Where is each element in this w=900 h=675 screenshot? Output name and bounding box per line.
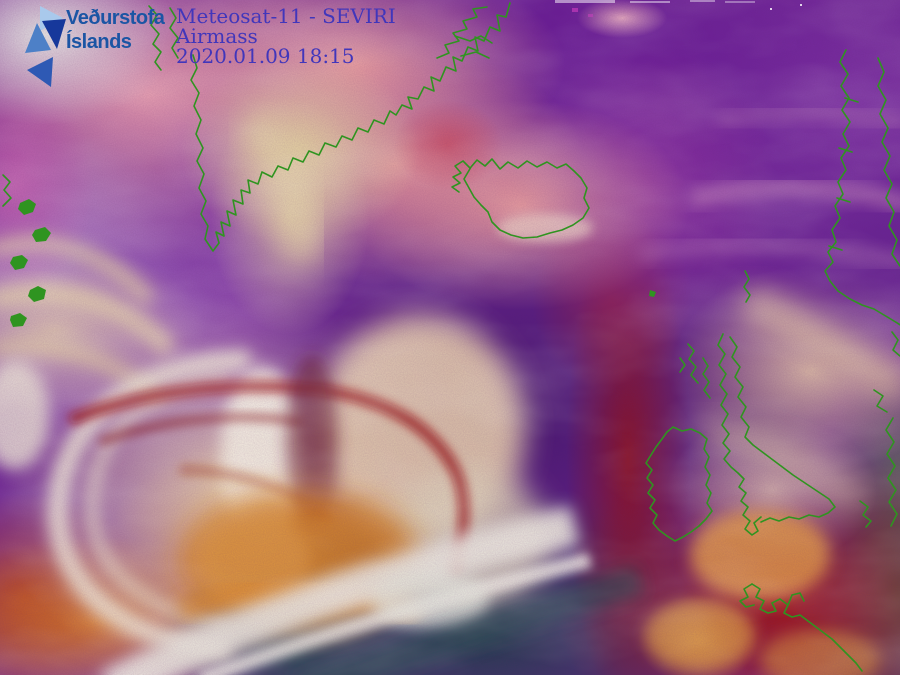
coastline-great-britain-east xyxy=(729,336,836,523)
logo-triangle-deep xyxy=(27,57,53,87)
coastline-segment xyxy=(873,389,888,413)
annotation-satellite-sensor: Meteosat-11 - SEVIRI xyxy=(176,4,396,28)
fjord-spur xyxy=(828,245,843,251)
logo-text: Veðurstofa Íslands xyxy=(66,6,165,54)
coastline-greenland-fjords xyxy=(454,35,493,44)
coastline-hebrides xyxy=(679,357,686,373)
coastline-shetland xyxy=(743,270,751,303)
coastline-cherbourg xyxy=(787,592,805,606)
coastline-france-channel xyxy=(751,583,863,672)
coastline-segment xyxy=(891,331,900,357)
coastline-greenland xyxy=(190,2,511,252)
coastline-brittany xyxy=(739,583,755,608)
coastline-greenland-fjords xyxy=(436,6,488,59)
coastline-hebrides xyxy=(702,357,711,399)
coastline-norway xyxy=(824,49,900,326)
coastline-great-britain-west xyxy=(717,333,762,536)
annotation-datetime: 2020.01.09 18:15 xyxy=(176,44,355,68)
fjord-spur xyxy=(844,97,859,103)
island xyxy=(18,199,36,215)
scan-artifacts xyxy=(555,0,802,17)
coastline-norway-inner xyxy=(877,57,900,267)
island xyxy=(10,255,28,270)
coastline-segment xyxy=(169,7,179,59)
logo-org-name-line1: Veðurstofa xyxy=(66,7,165,29)
coastline-segment xyxy=(148,5,162,71)
island xyxy=(32,227,51,242)
fjord-spur xyxy=(838,147,853,153)
coastline-segment xyxy=(2,174,12,207)
coastline-segment xyxy=(859,500,872,528)
island xyxy=(10,313,27,327)
logo-org-name-line2: Íslands xyxy=(66,31,132,53)
fjord-spur xyxy=(836,197,851,203)
image-annotation: Meteosat-11 - SEVIRI Airmass 2020.01.09 … xyxy=(176,6,396,66)
coastline-iceland-westfjords xyxy=(451,160,471,193)
vedurstofa-logo-mark xyxy=(25,6,66,87)
coastline-denmark xyxy=(885,417,898,527)
logo-triangle-navy xyxy=(42,19,66,49)
coastline-ireland xyxy=(645,426,713,542)
island xyxy=(28,286,46,302)
annotation-product-name: Airmass xyxy=(176,24,258,48)
island-faroe xyxy=(649,290,656,297)
coastline-iceland xyxy=(463,158,590,239)
vedurstofa-logo: Veðurstofa Íslands xyxy=(0,0,230,95)
coastline-greenland-fjords xyxy=(460,51,490,59)
logo-triangle-medium xyxy=(25,23,51,53)
coastal-islands xyxy=(10,199,656,327)
coastline-hebrides xyxy=(687,343,699,384)
